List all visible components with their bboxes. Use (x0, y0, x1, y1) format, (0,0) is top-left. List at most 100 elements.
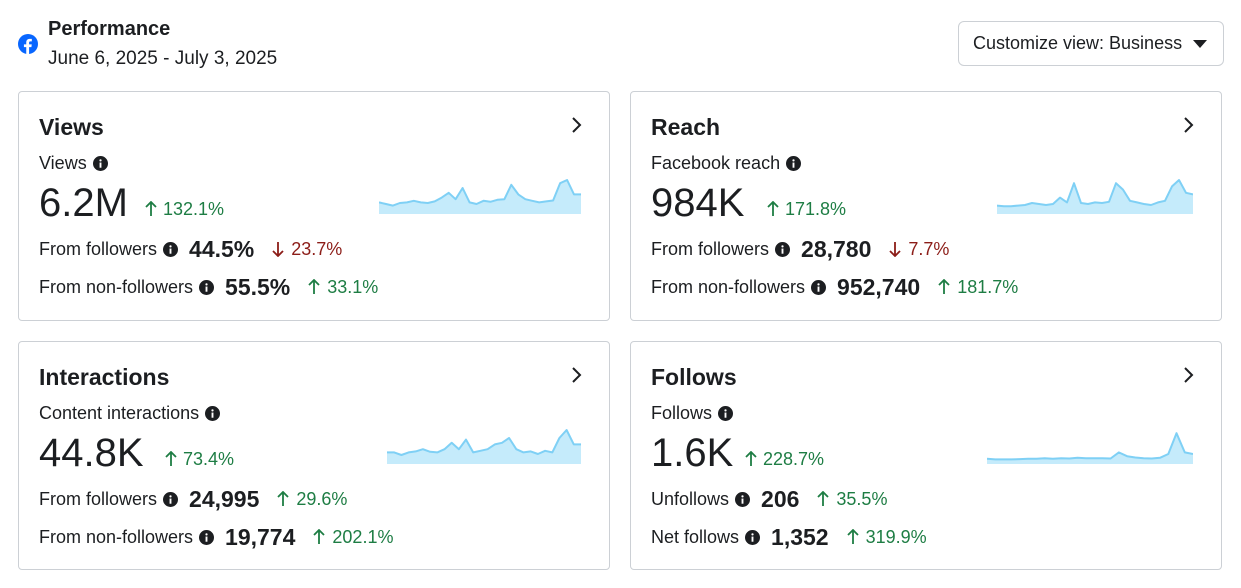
info-icon[interactable] (163, 241, 179, 257)
row-change-text: 202.1% (332, 527, 394, 547)
row-value: 19,774 (225, 524, 296, 550)
card-title: Reach (651, 114, 721, 140)
metric-change: 171.8% (767, 198, 846, 220)
row-value: 44.5% (189, 236, 255, 262)
follows-card[interactable]: Follows Follows 1.6K 228.7% Unfollows 20… (630, 341, 1222, 570)
chevron-right-icon[interactable] (569, 116, 585, 134)
metric-label: Views (39, 152, 108, 174)
caret-down-icon (1193, 40, 1207, 48)
row-label: From followers (39, 239, 158, 259)
row-change: 181.7% (938, 275, 1018, 299)
row-label: From non-followers (39, 527, 194, 547)
breakdown-row: From followers 24,995 29.6% (39, 487, 347, 511)
breakdown-row: Net follows 1,352 319.9% (651, 525, 927, 549)
metric-label-text: Follows (651, 403, 713, 423)
interactions-card[interactable]: Interactions Content interactions 44.8K … (18, 341, 610, 570)
info-icon[interactable] (718, 405, 734, 421)
metric-change: 228.7% (745, 448, 824, 470)
arrow-up-icon (165, 451, 177, 466)
customize-view-dropdown[interactable]: Customize view: Business (958, 21, 1224, 66)
breakdown-row: Unfollows 206 35.5% (651, 487, 887, 511)
breakdown-row: From followers 28,780 7.7% (651, 237, 949, 261)
sparkline-area (387, 430, 581, 464)
date-range: June 6, 2025 - July 3, 2025 (48, 48, 278, 69)
facebook-logo-icon (18, 34, 38, 54)
metric-value: 1.6K (651, 431, 734, 475)
arrow-down-icon (889, 242, 902, 257)
info-icon[interactable] (199, 279, 215, 295)
row-change-text: 29.6% (296, 489, 348, 509)
row-change: 23.7% (272, 237, 342, 261)
metric-value: 6.2M (39, 181, 128, 225)
arrow-up-icon (817, 491, 830, 506)
row-change: 7.7% (889, 237, 949, 261)
metric-value: 44.8K (39, 431, 144, 475)
row-change: 35.5% (817, 487, 887, 511)
card-title: Views (39, 114, 104, 140)
row-label: Unfollows (651, 489, 730, 509)
arrow-up-icon (308, 279, 320, 294)
chevron-right-icon[interactable] (1181, 366, 1197, 384)
row-change: 202.1% (313, 525, 393, 549)
row-change-text: 319.9% (865, 527, 927, 547)
arrow-up-icon (145, 201, 157, 216)
chevron-right-icon[interactable] (569, 366, 585, 384)
metric-change: 132.1% (145, 198, 224, 220)
metric-label-text: Views (39, 153, 87, 173)
views-sparkline (379, 179, 581, 214)
info-icon[interactable] (163, 491, 179, 507)
row-label: From followers (39, 489, 158, 509)
metric-change-text: 228.7% (763, 449, 825, 469)
metric-label: Follows (651, 402, 734, 424)
breakdown-row: From non-followers 19,774 202.1% (39, 525, 393, 549)
metric-change-text: 132.1% (163, 199, 225, 219)
row-change-text: 7.7% (908, 239, 950, 259)
metric-label-text: Content interactions (39, 403, 200, 423)
card-title: Interactions (39, 364, 170, 390)
metric-change-text: 171.8% (785, 199, 847, 219)
sparkline-line (387, 429, 581, 456)
sparkline-line (997, 179, 1193, 208)
arrow-down-icon (272, 242, 284, 257)
customize-view-label: Customize view: Business (973, 33, 1183, 53)
row-value: 55.5% (225, 274, 291, 300)
info-icon[interactable] (786, 155, 802, 171)
metric-label: Content interactions (39, 402, 221, 424)
row-label: From non-followers (651, 277, 806, 297)
metric-change: 73.4% (165, 448, 234, 470)
row-value: 28,780 (801, 236, 872, 262)
arrow-up-icon (745, 451, 757, 466)
metric-label: Facebook reach (651, 152, 802, 174)
row-value: 1,352 (771, 524, 829, 550)
info-icon[interactable] (205, 405, 221, 421)
arrow-up-icon (767, 201, 779, 216)
row-label: Net follows (651, 527, 740, 547)
row-change-text: 23.7% (291, 239, 343, 259)
interactions-sparkline (387, 429, 581, 464)
row-label: From followers (651, 239, 770, 259)
metric-value: 984K (651, 181, 745, 225)
row-value: 24,995 (189, 486, 260, 512)
row-change: 33.1% (308, 275, 378, 299)
info-icon[interactable] (745, 529, 761, 545)
arrow-up-icon (313, 529, 326, 544)
info-icon[interactable] (92, 155, 108, 171)
info-icon[interactable] (199, 529, 215, 545)
reach-sparkline (997, 179, 1193, 214)
views-card[interactable]: Views Views 6.2M 132.1% From followers 4… (18, 91, 610, 321)
arrow-up-icon (846, 529, 859, 544)
sparkline-line (987, 432, 1193, 461)
metric-change-text: 73.4% (183, 449, 235, 469)
breakdown-row: From non-followers 55.5% 33.1% (39, 275, 378, 299)
info-icon[interactable] (811, 279, 827, 295)
breakdown-row: From non-followers 952,740 181.7% (651, 275, 1018, 299)
row-value: 952,740 (837, 274, 921, 300)
info-icon[interactable] (775, 241, 791, 257)
row-label: From non-followers (39, 277, 194, 297)
card-title: Follows (651, 364, 737, 390)
sparkline-area (997, 180, 1193, 214)
row-change-text: 33.1% (327, 277, 379, 297)
info-icon[interactable] (735, 491, 751, 507)
reach-card[interactable]: Reach Facebook reach 984K 171.8% From fo… (630, 91, 1222, 321)
chevron-right-icon[interactable] (1181, 116, 1197, 134)
